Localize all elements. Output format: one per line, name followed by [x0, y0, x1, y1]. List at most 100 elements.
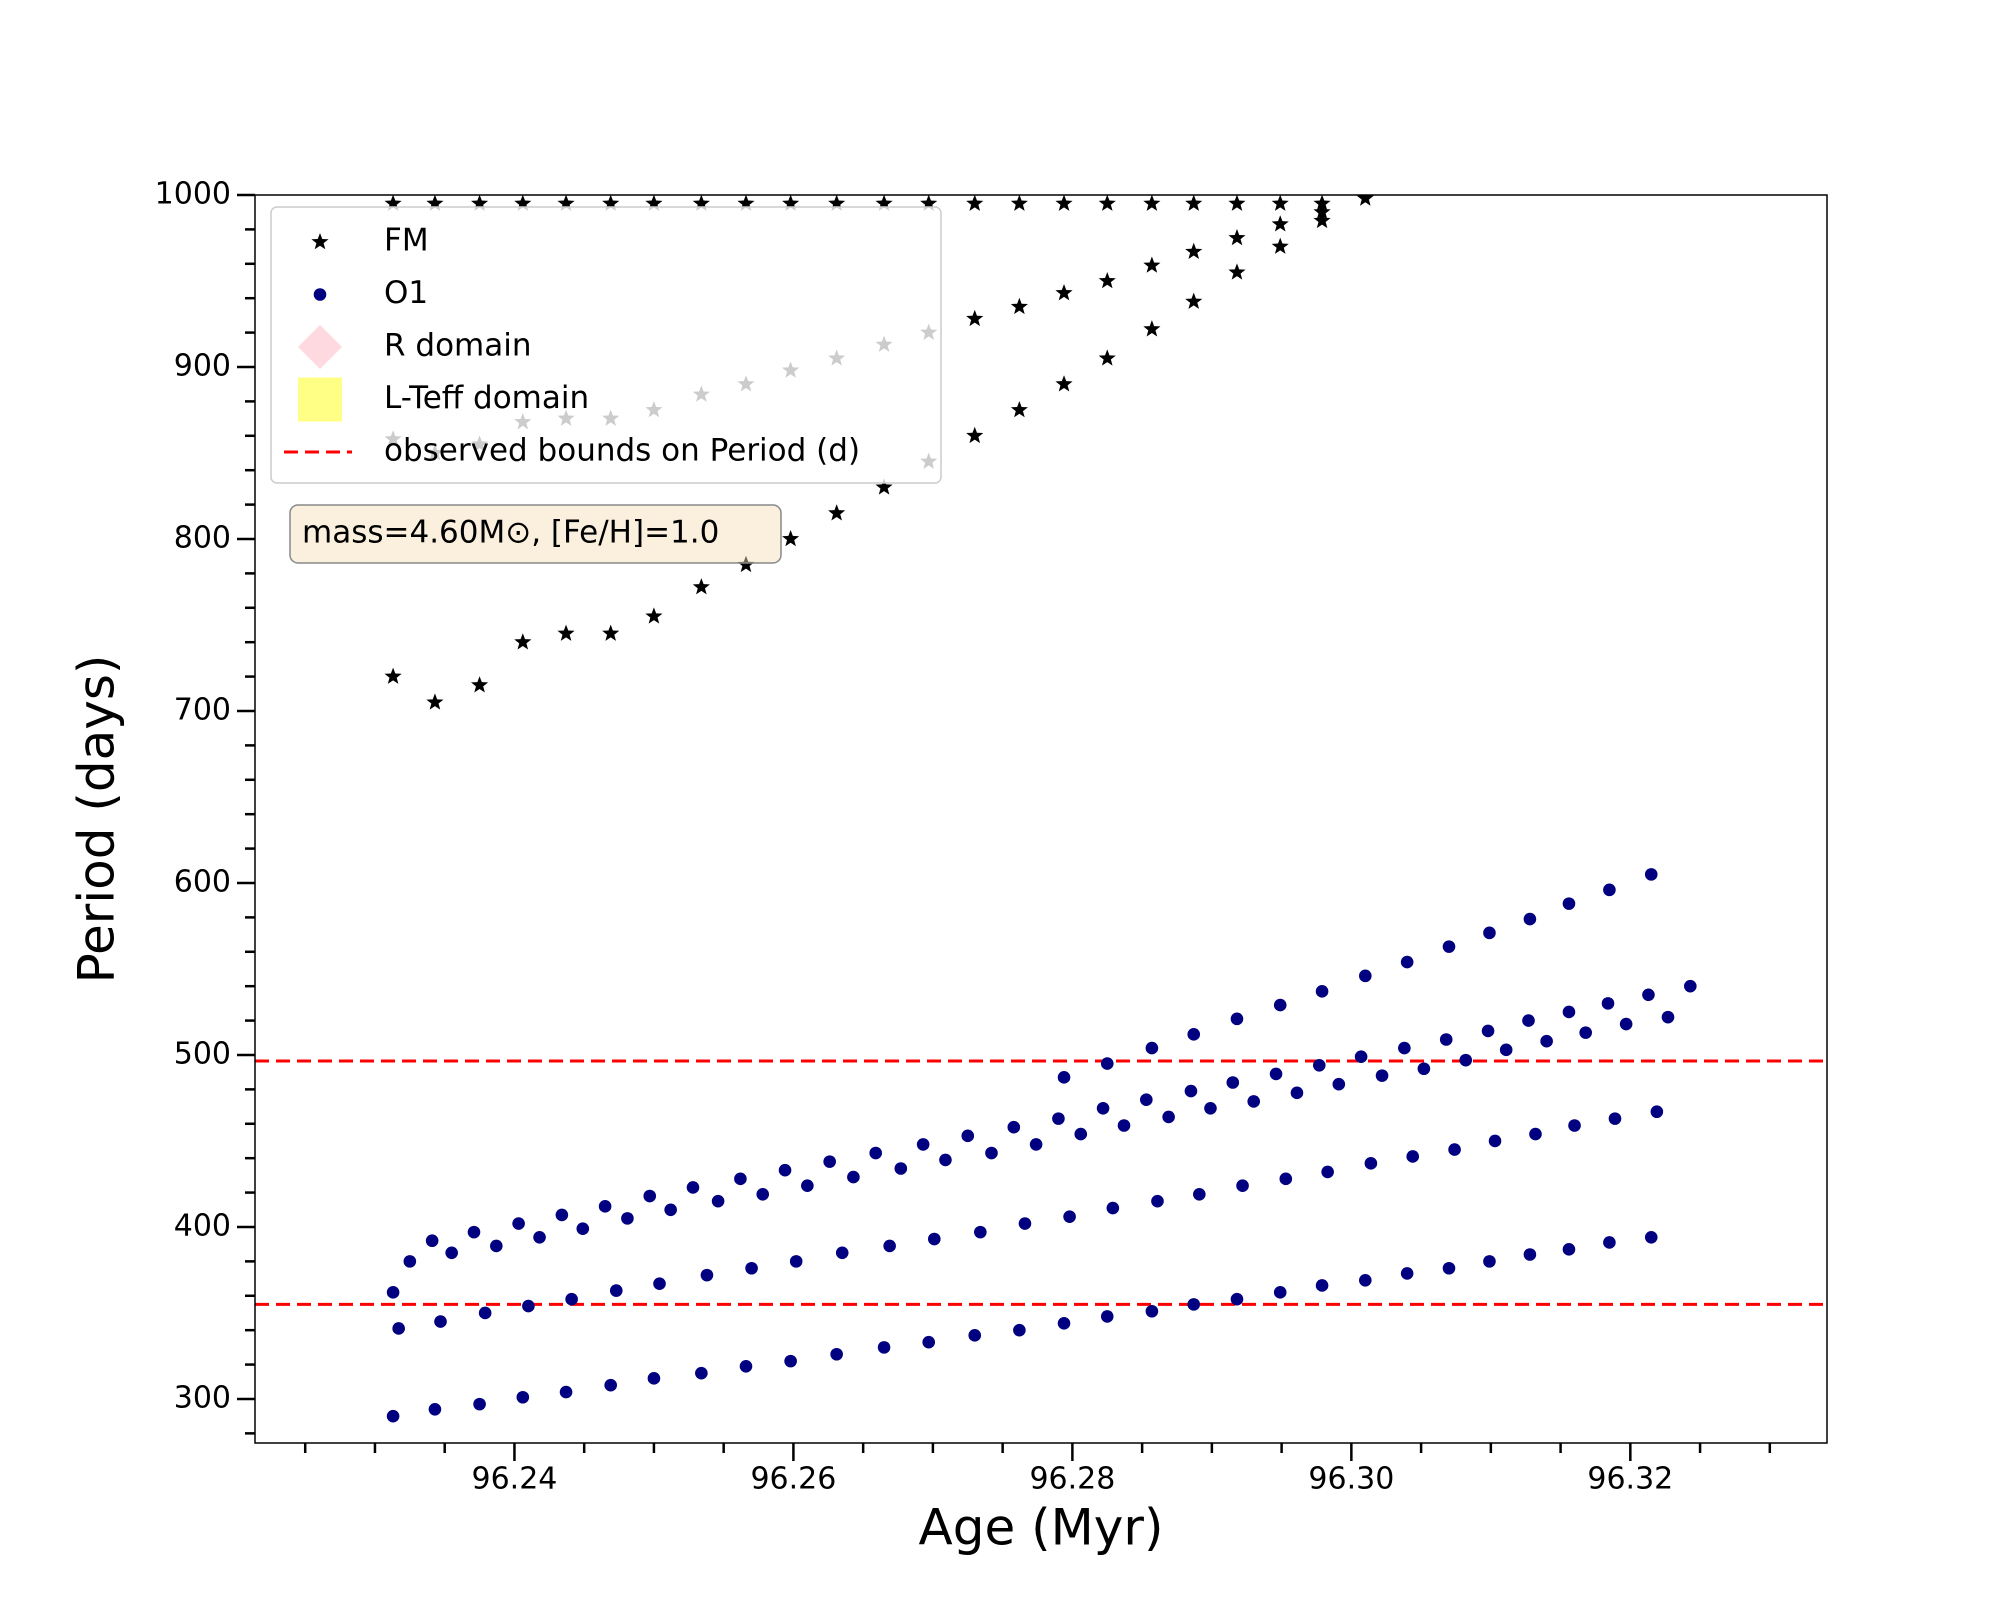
star-marker [875, 195, 893, 211]
dot-marker [434, 1315, 447, 1328]
dot-marker [555, 1208, 569, 1222]
axes-frame [254, 194, 1828, 1444]
dot-marker [830, 1347, 843, 1361]
dot-marker [445, 1246, 458, 1260]
dot-marker [512, 1217, 525, 1230]
y-tick-label: 900 [174, 348, 231, 383]
dot-marker [1661, 1010, 1675, 1024]
dot-marker [1562, 1005, 1576, 1019]
x-tick-label: 96.26 [750, 1462, 836, 1497]
square-marker [298, 377, 342, 422]
star-marker [471, 195, 489, 211]
star-marker [1143, 195, 1161, 211]
dot-marker [490, 1239, 503, 1253]
star-marker [311, 233, 329, 250]
dot-marker [739, 1359, 753, 1373]
dot-marker [609, 1284, 623, 1297]
star-marker [1271, 215, 1289, 232]
dot-marker [916, 1138, 930, 1151]
dot-marker [1579, 1026, 1592, 1039]
dot-marker [565, 1292, 578, 1306]
y-tick-label: 600 [174, 864, 231, 899]
dot-marker [1684, 979, 1697, 993]
star-marker [1313, 211, 1331, 229]
star-marker [875, 478, 893, 495]
x-tick-label: 96.24 [471, 1462, 557, 1497]
star-marker [1143, 320, 1161, 337]
dot-marker [1601, 997, 1615, 1010]
dot-marker [1354, 1050, 1368, 1063]
dot-marker [745, 1261, 758, 1275]
annotation-box [289, 504, 782, 564]
legend-label: FM [384, 223, 429, 259]
star-marker [1271, 195, 1289, 211]
dot-marker [700, 1268, 714, 1282]
dot-marker [1359, 1273, 1372, 1287]
y-tick-label: 800 [174, 520, 231, 555]
dot-marker [1100, 1057, 1114, 1070]
dot-marker [478, 1306, 492, 1320]
dot-marker [1106, 1201, 1120, 1215]
annotation: mass=4.60M⊙, [Fe/H]=1.0 [289, 504, 782, 564]
star-marker [966, 426, 984, 444]
dot-marker [1145, 1304, 1159, 1318]
star-marker [384, 667, 402, 684]
dot-marker [1483, 926, 1496, 940]
star-marker [1010, 400, 1028, 418]
dot-marker [1442, 1261, 1456, 1275]
dot-marker [1184, 1084, 1198, 1098]
dot-marker [1312, 1058, 1326, 1072]
dot-marker [1499, 1043, 1513, 1057]
star-marker [645, 195, 663, 211]
dot-marker [1562, 1243, 1576, 1256]
dot-marker [974, 1225, 987, 1239]
dot-marker [1439, 1033, 1453, 1046]
dot-marker [1273, 1286, 1287, 1299]
dot-marker [1603, 883, 1616, 897]
star-marker [645, 607, 663, 624]
dot-marker [1321, 1165, 1334, 1179]
dot-marker [1057, 1316, 1071, 1330]
dot-marker [1644, 1230, 1658, 1244]
dot-marker [1644, 868, 1658, 881]
x-axis-label: Age (Myr) [919, 1499, 1164, 1557]
dot-marker [1187, 1298, 1201, 1311]
star-marker [1228, 263, 1246, 280]
dot-marker [1057, 1071, 1071, 1084]
star-marker [920, 195, 938, 211]
star-marker [1228, 229, 1246, 246]
dot-marker [643, 1189, 657, 1203]
dot-marker [756, 1187, 770, 1201]
star-marker [1010, 195, 1028, 211]
star-marker [384, 195, 402, 211]
legend: FM O1 R domain L-Teff domain observed bounds… [270, 206, 942, 484]
dot-marker [653, 1277, 666, 1291]
diamond-marker [298, 325, 342, 369]
legend-label: R domain [384, 328, 532, 364]
dot-marker [695, 1366, 708, 1380]
x-tick-label: 96.28 [1029, 1462, 1115, 1497]
dot-marker [1187, 1028, 1201, 1041]
y-tick-label: 300 [174, 1380, 231, 1415]
star-marker [471, 676, 489, 693]
dot-marker [1074, 1127, 1088, 1141]
dot-marker [425, 1234, 439, 1248]
dot-marker [1018, 1217, 1032, 1230]
dot-marker [1568, 1119, 1581, 1132]
dot-marker [1332, 1077, 1346, 1091]
dot-marker [1522, 1014, 1535, 1027]
dot-marker [1459, 1053, 1473, 1067]
dot-marker [1226, 1076, 1240, 1089]
dot-marker [778, 1163, 792, 1177]
dot-marker [1650, 1105, 1664, 1119]
star-marker [782, 529, 800, 547]
dot-marker [313, 288, 327, 301]
dot-marker [1488, 1134, 1502, 1148]
dot-marker [1315, 1279, 1329, 1292]
dot-marker [1100, 1310, 1114, 1323]
dot-marker [1603, 1236, 1616, 1249]
star-marker [1055, 284, 1073, 301]
dot-marker [386, 1286, 400, 1299]
dot-marker [1375, 1069, 1389, 1082]
dot-marker [1529, 1127, 1542, 1141]
